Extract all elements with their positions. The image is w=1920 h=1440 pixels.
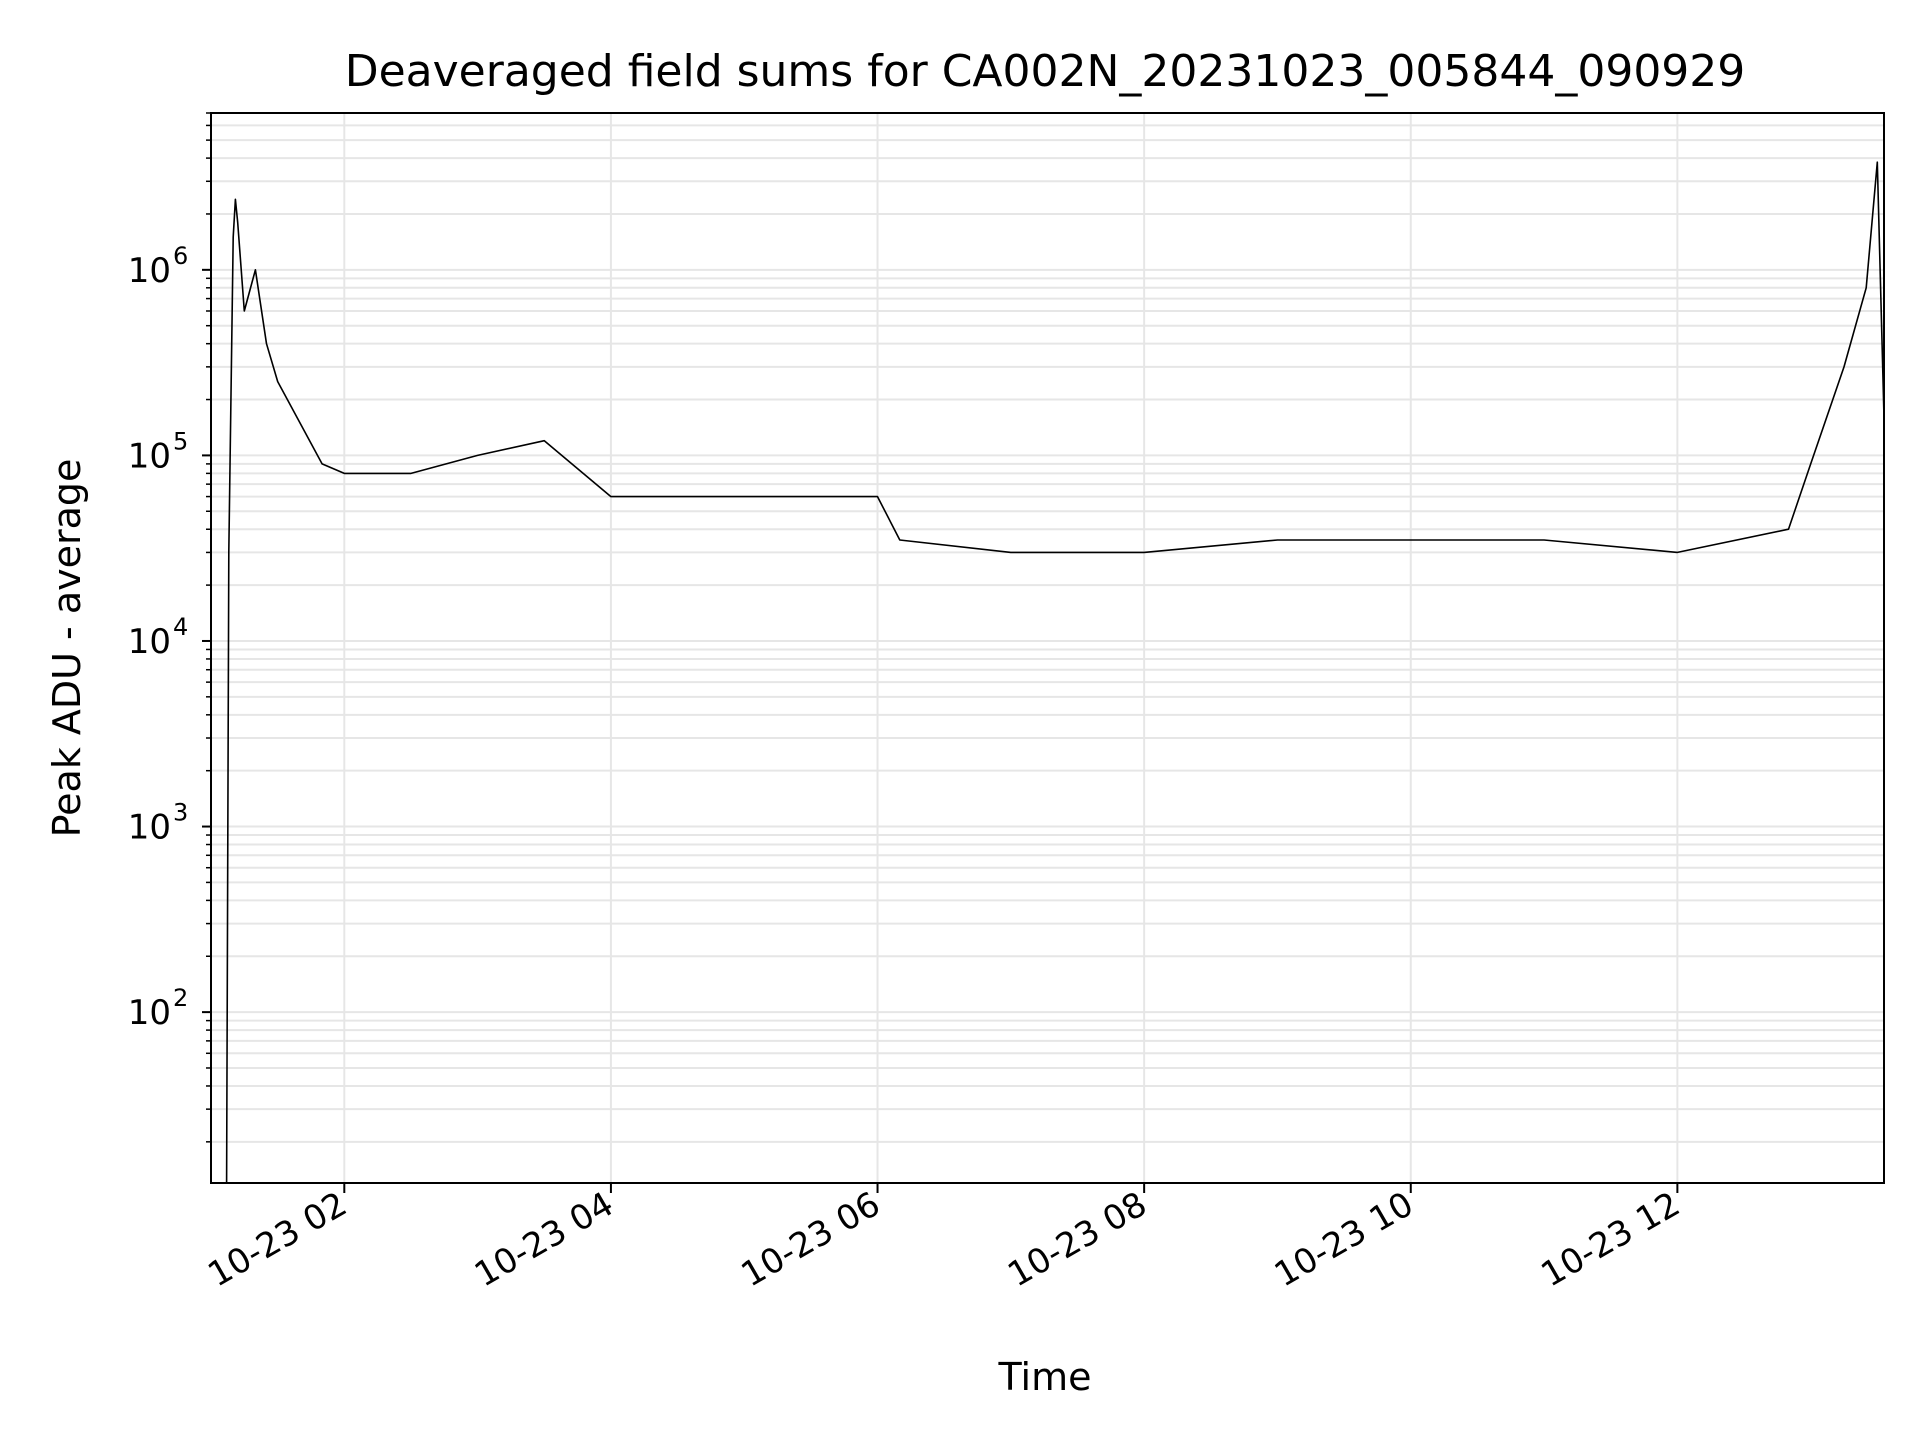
x-axis-label: Time	[998, 1355, 1092, 1399]
y-tick-label: 10	[128, 993, 171, 1033]
x-tick-label: 10-23 10	[1268, 1184, 1420, 1295]
y-tick-exponent: 5	[173, 427, 188, 455]
x-axis: 10-23 02 10-23 04 10-23 06 10-23 08 10-23 10…	[201, 1183, 1687, 1295]
y-axis-label: Peak ADU - average	[45, 459, 89, 838]
x-tick-label: 10-23 02	[201, 1184, 353, 1295]
y-tick-label: 10	[128, 436, 171, 476]
series-line	[225, 161, 1885, 1184]
series-layer	[225, 161, 1885, 1184]
x-tick-label: 10-23 08	[1001, 1184, 1153, 1295]
plot-frame	[210, 112, 1885, 1184]
grid	[211, 112, 1884, 1183]
y-tick-exponent: 3	[173, 799, 188, 827]
y-tick-label: 10	[128, 808, 171, 848]
x-tick-label: 10-23 06	[735, 1184, 887, 1295]
x-tick-label: 10-23 12	[1534, 1184, 1686, 1295]
y-tick-label: 10	[128, 251, 171, 291]
chart-title: Deaveraged field sums for CA002N_2023102…	[345, 46, 1746, 97]
y-tick-exponent: 6	[173, 242, 188, 270]
y-tick-label: 10	[128, 622, 171, 662]
y-tick-exponent: 4	[173, 613, 188, 641]
x-tick-label: 10-23 04	[468, 1184, 620, 1295]
y-tick-exponent: 2	[173, 984, 188, 1012]
